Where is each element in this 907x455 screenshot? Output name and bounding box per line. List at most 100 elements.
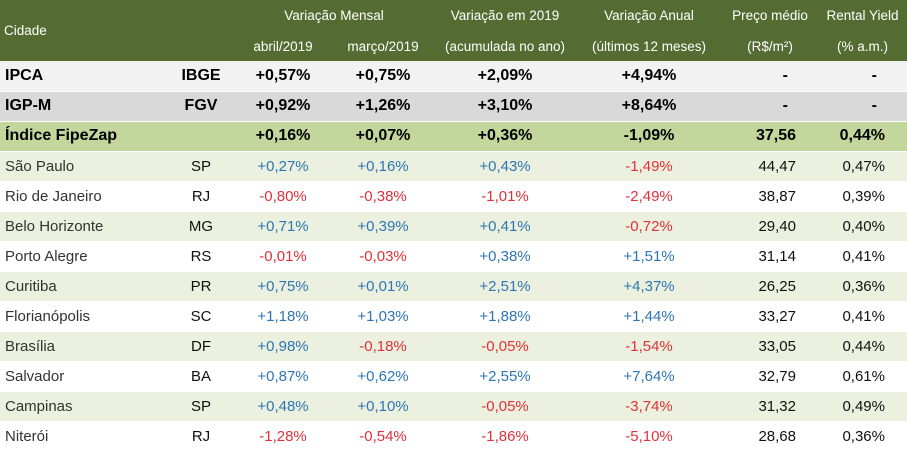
cell-marco: +0,07% <box>332 121 434 152</box>
index-row: Índice FipeZap +0,16% +0,07% +0,36% -1,09% 37… <box>0 121 907 152</box>
cell-yield: 0,41% <box>818 241 907 272</box>
table-row: Porto Alegre RS -0,01% -0,03% +0,38% +1,51% 31… <box>0 241 907 272</box>
cell-abril: -0,01% <box>234 241 332 272</box>
cell-preco: 28,68 <box>722 421 818 452</box>
header-row-2: abril/2019 março/2019 (acumulada no ano)… <box>0 31 907 61</box>
city-uf: RS <box>168 241 234 272</box>
cell-abril: -0,80% <box>234 181 332 212</box>
cell-yield: - <box>818 91 907 122</box>
cell-marco: +1,26% <box>332 91 434 122</box>
cell-ano: +2,55% <box>434 361 576 392</box>
cell-marco: -0,38% <box>332 181 434 212</box>
cell-ano: +3,10% <box>434 91 576 122</box>
cell-marco: -0,18% <box>332 331 434 362</box>
city-name: São Paulo <box>0 151 168 182</box>
city-name: Curitiba <box>0 271 168 302</box>
cell-marco: +0,75% <box>332 61 434 92</box>
cell-preco: 29,40 <box>722 211 818 242</box>
header-preco-medio-sub: (R$/m²) <box>722 31 818 61</box>
index-row: IPCA IBGE +0,57% +0,75% +2,09% +4,94% - - <box>0 61 907 92</box>
header-marco: março/2019 <box>332 31 434 61</box>
cell-anual: +8,64% <box>576 91 722 122</box>
cell-marco: +0,39% <box>332 211 434 242</box>
cell-anual: -0,72% <box>576 211 722 242</box>
table-row: Curitiba PR +0,75% +0,01% +2,51% +4,37% 26,25 0… <box>0 271 907 302</box>
city-name: Brasília <box>0 331 168 362</box>
city-uf: RJ <box>168 181 234 212</box>
cell-ano: -1,86% <box>434 421 576 452</box>
index-source <box>168 121 234 152</box>
cell-abril: +0,27% <box>234 151 332 182</box>
cell-anual: -1,09% <box>576 121 722 152</box>
cell-abril: +0,75% <box>234 271 332 302</box>
cell-yield: 0,44% <box>818 331 907 362</box>
cell-anual: +4,94% <box>576 61 722 92</box>
table-row: Rio de Janeiro RJ -0,80% -0,38% -1,01% -2,49%… <box>0 181 907 212</box>
cell-yield: 0,41% <box>818 301 907 332</box>
cell-abril: +0,71% <box>234 211 332 242</box>
cell-anual: -3,74% <box>576 391 722 422</box>
cell-marco: +0,16% <box>332 151 434 182</box>
cell-yield: 0,36% <box>818 421 907 452</box>
cell-anual: -1,54% <box>576 331 722 362</box>
cell-ano: -1,01% <box>434 181 576 212</box>
city-name: Rio de Janeiro <box>0 181 168 212</box>
header-variacao-2019-sub: (acumulada no ano) <box>434 31 576 61</box>
header-rental-yield: Rental Yield <box>818 0 907 31</box>
table-row: Niterói RJ -1,28% -0,54% -1,86% -5,10% 28,68 0,… <box>0 421 907 452</box>
cell-yield: 0,44% <box>818 121 907 152</box>
city-name: Niterói <box>0 421 168 452</box>
cell-anual: -1,49% <box>576 151 722 182</box>
table-row: São Paulo SP +0,27% +0,16% +0,43% -1,49% 44,47… <box>0 151 907 182</box>
cell-marco: +0,10% <box>332 391 434 422</box>
city-name: Belo Horizonte <box>0 211 168 242</box>
city-uf: BA <box>168 361 234 392</box>
cell-abril: +0,92% <box>234 91 332 122</box>
cell-ano: +1,88% <box>434 301 576 332</box>
header-abril: abril/2019 <box>234 31 332 61</box>
cell-yield: 0,49% <box>818 391 907 422</box>
header-row-1: Cidade Variação Mensal Variação em 2019 … <box>0 0 907 61</box>
cell-preco: - <box>722 91 818 122</box>
city-uf: DF <box>168 331 234 362</box>
cell-preco: 32,79 <box>722 361 818 392</box>
header-variacao-2019: Variação em 2019 <box>434 0 576 31</box>
city-uf: RJ <box>168 421 234 452</box>
index-row: IGP-M FGV +0,92% +1,26% +3,10% +8,64% - - <box>0 91 907 122</box>
header-cidade: Cidade <box>0 0 168 61</box>
city-name: Porto Alegre <box>0 241 168 272</box>
header-preco-medio: Preço médio <box>722 0 818 31</box>
cell-marco: -0,54% <box>332 421 434 452</box>
table-row: Campinas SP +0,48% +0,10% -0,05% -3,74% 31,32 0… <box>0 391 907 422</box>
table-row: Florianópolis SC +1,18% +1,03% +1,88% +1,44% 3… <box>0 301 907 332</box>
cell-marco: +1,03% <box>332 301 434 332</box>
header-variacao-mensal: Variação Mensal <box>234 0 434 31</box>
header-rental-yield-sub: (% a.m.) <box>818 31 907 61</box>
index-source: IBGE <box>168 61 234 92</box>
city-name: Salvador <box>0 361 168 392</box>
cell-abril: +0,87% <box>234 361 332 392</box>
cell-anual: +7,64% <box>576 361 722 392</box>
city-uf: MG <box>168 211 234 242</box>
cell-ano: +0,38% <box>434 241 576 272</box>
cell-preco: - <box>722 61 818 92</box>
cell-yield: 0,36% <box>818 271 907 302</box>
cell-marco: +0,01% <box>332 271 434 302</box>
cell-yield: 0,39% <box>818 181 907 212</box>
city-uf: SP <box>168 151 234 182</box>
cell-abril: +0,48% <box>234 391 332 422</box>
cell-abril: +0,98% <box>234 331 332 362</box>
header-variacao-anual: Variação Anual <box>576 0 722 31</box>
cell-preco: 44,47 <box>722 151 818 182</box>
cell-preco: 31,14 <box>722 241 818 272</box>
cell-ano: +2,51% <box>434 271 576 302</box>
cell-marco: +0,62% <box>332 361 434 392</box>
cell-preco: 31,32 <box>722 391 818 422</box>
table-row: Brasília DF +0,98% -0,18% -0,05% -1,54% 33,05 0… <box>0 331 907 362</box>
cell-abril: +0,57% <box>234 61 332 92</box>
table-row: Belo Horizonte MG +0,71% +0,39% +0,41% -0,72%… <box>0 211 907 242</box>
city-name: Campinas <box>0 391 168 422</box>
cell-anual: -2,49% <box>576 181 722 212</box>
cell-anual: +1,44% <box>576 301 722 332</box>
cell-ano: +0,36% <box>434 121 576 152</box>
